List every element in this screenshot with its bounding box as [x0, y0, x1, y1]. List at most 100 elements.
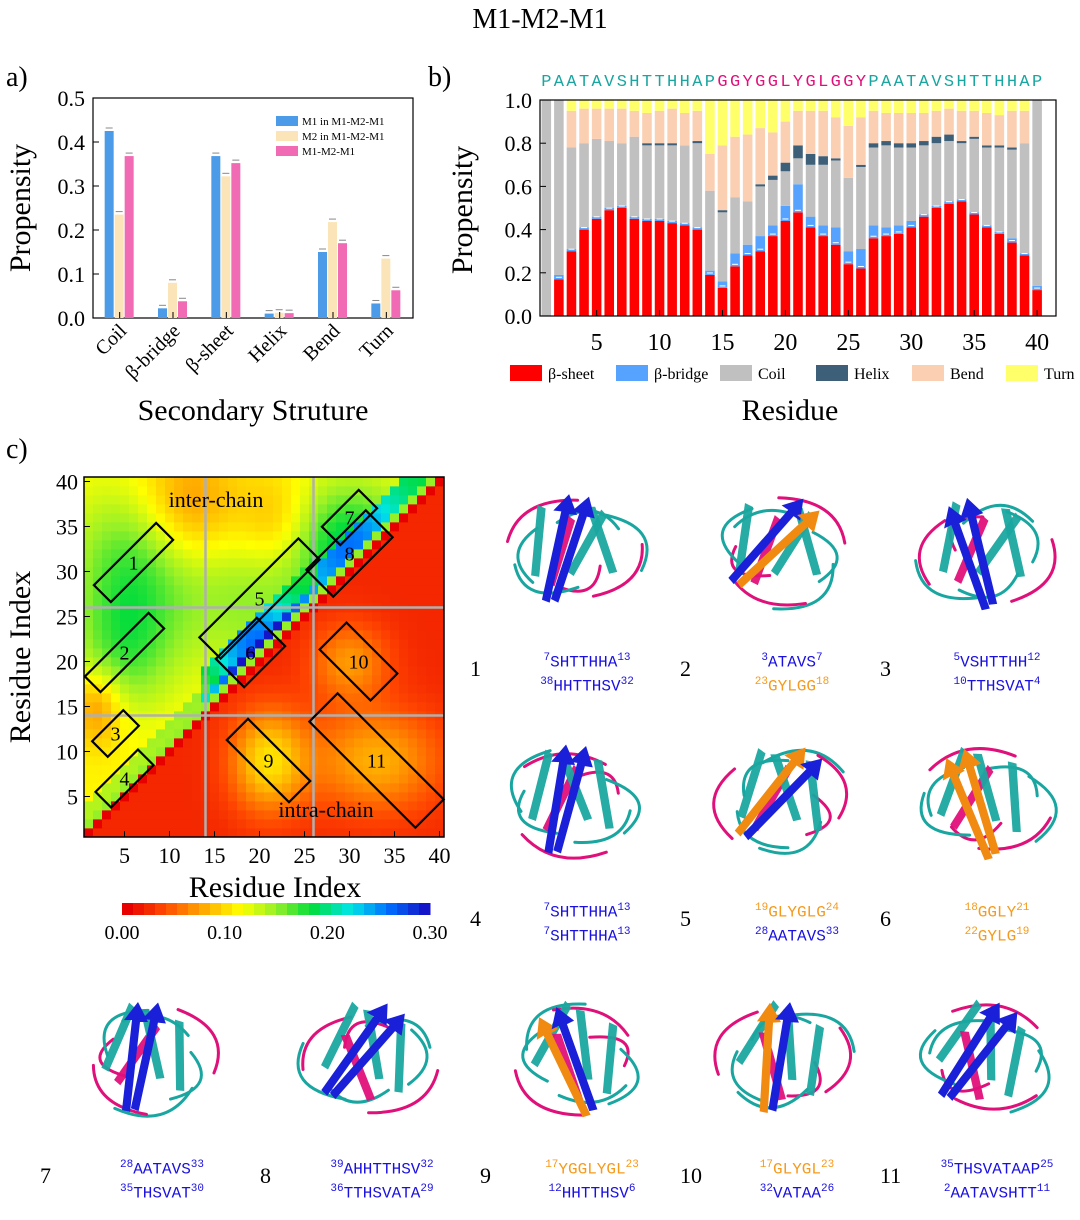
legend-swatch-b — [616, 365, 648, 381]
heatmap-cell — [138, 477, 148, 487]
heatmap-cell — [120, 774, 130, 784]
panel-label-b: b) — [428, 62, 452, 93]
heatmap-cell — [192, 747, 202, 757]
heatmap-cell — [165, 684, 175, 694]
heatmap-cell — [228, 531, 238, 541]
heatmap-cell — [399, 774, 409, 784]
heatmap-cell — [408, 513, 418, 523]
heatmap-cell — [264, 486, 274, 496]
structure-strand — [1001, 508, 1025, 578]
heatmap-cell — [183, 612, 193, 622]
stack-35-4 — [969, 110, 979, 137]
heatmap-cell — [120, 657, 130, 667]
heatmap-cell — [138, 594, 148, 604]
heatmap-cell — [183, 702, 193, 712]
stack-29-3 — [893, 143, 904, 148]
legend-label-b: β-bridge — [654, 366, 708, 383]
heatmap-cell — [318, 756, 328, 766]
heatmap-cell — [210, 639, 220, 649]
heatmap-cell — [102, 549, 112, 559]
heatmap-cell — [300, 531, 310, 541]
heatmap-cell — [408, 801, 418, 811]
heatmap-cell — [120, 594, 130, 604]
stack-28-2 — [881, 145, 891, 228]
heatmap-cell — [111, 801, 121, 811]
heatmap-cell — [390, 576, 400, 586]
heatmap-cell — [327, 477, 337, 487]
heatmap-cell — [255, 531, 265, 541]
sequence-letter: H — [629, 73, 639, 92]
bar-Helix-0 — [264, 313, 274, 318]
heatmap-cell — [174, 504, 184, 514]
contact-box-label-1: 1 — [129, 553, 139, 575]
heatmap-cell — [318, 531, 328, 541]
heatmap-cell — [156, 675, 166, 685]
heatmap-cell — [93, 549, 103, 559]
heatmap-cell — [435, 495, 445, 505]
heatmap-cell — [372, 585, 382, 595]
heatmap-cell — [390, 810, 400, 820]
structure-highlight-strand — [728, 498, 804, 585]
heatmap-cell — [228, 648, 238, 658]
heatmap-cell — [111, 513, 121, 523]
bar-Coil-0 — [104, 131, 114, 318]
heatmap-cell — [345, 720, 355, 730]
stack-22-4 — [805, 110, 816, 154]
structure-highlight-strand — [768, 1002, 799, 1112]
heatmap-cell — [138, 540, 148, 550]
heatmap-cell — [327, 810, 337, 820]
sequence-start-index: 36 — [330, 1183, 344, 1196]
structure-loop — [712, 767, 737, 840]
heatmap-cell — [210, 576, 220, 586]
structure-strand — [531, 504, 546, 577]
heatmap-cell — [102, 495, 112, 505]
stack-6-5 — [604, 100, 615, 109]
heatmap-cell — [363, 531, 373, 541]
heatmap-cell — [246, 738, 256, 748]
stack-4-0 — [579, 229, 589, 316]
heatmap-cell — [273, 477, 283, 487]
sequence-end-index: 32 — [420, 1159, 434, 1171]
stack-33-4 — [944, 108, 954, 135]
heatmap-cell — [417, 747, 427, 757]
colorbar-cell — [155, 903, 167, 915]
heatmap-cell — [354, 729, 364, 739]
heatmap-cell — [165, 585, 175, 595]
heatmap-cell — [219, 630, 229, 640]
heatmap-cell — [273, 531, 283, 541]
heatmap-cell — [327, 765, 337, 775]
heatmap-cell — [399, 630, 409, 640]
sequence-start-index: 5 — [953, 652, 961, 664]
bar-Turn-2 — [391, 290, 401, 318]
stack-22-2 — [805, 164, 816, 217]
stack-36-5 — [981, 100, 992, 113]
heatmap-cell — [129, 747, 139, 757]
bar-Turn-1 — [381, 258, 391, 318]
heatmap-cell — [318, 576, 328, 586]
heatmap-cell — [336, 594, 346, 604]
stack-15-1 — [717, 281, 728, 288]
heatmap-cell — [381, 558, 391, 568]
heatmap-cell — [345, 540, 355, 550]
heatmap-cell — [363, 666, 373, 676]
figure-title: M1-M2-M1 — [472, 4, 608, 35]
stack-20-1 — [780, 205, 791, 221]
structure-strand — [586, 506, 618, 574]
heatmap-cell — [372, 531, 382, 541]
heatmap-cell — [174, 558, 184, 568]
stack-8-2 — [629, 136, 640, 217]
stack-24-5 — [830, 100, 841, 118]
stack-23-3 — [818, 156, 828, 165]
heatmap-cell — [165, 621, 175, 631]
sequence-residues: THSVAT — [133, 1184, 191, 1203]
stack-30-2 — [906, 147, 917, 221]
structure-highlight-strand — [541, 494, 577, 603]
heatmap-cell — [156, 495, 166, 505]
heatmap-cell — [426, 549, 436, 559]
contact-box-label-11: 11 — [367, 751, 386, 773]
heatmap-cell — [426, 558, 436, 568]
heatmap-cell — [417, 576, 427, 586]
heatmap-cell — [246, 810, 256, 820]
heatmap-cell — [174, 747, 184, 757]
heatmap-cell — [111, 792, 121, 802]
